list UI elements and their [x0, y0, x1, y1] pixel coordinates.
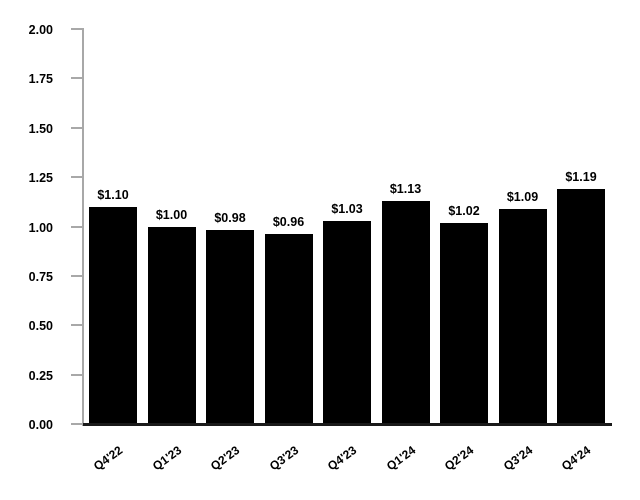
y-tick-mark	[71, 77, 82, 80]
y-tick-label: 1.50	[28, 121, 53, 136]
x-axis-baseline	[83, 423, 612, 426]
y-tick-label: 1.25	[28, 171, 53, 186]
y-tick-label: 1.75	[28, 72, 53, 87]
bar	[264, 234, 313, 423]
y-tick-label: 0.75	[28, 269, 53, 284]
bar-value-label: $1.03	[331, 201, 363, 216]
bar	[440, 222, 488, 423]
y-tick-label: 0.50	[28, 319, 53, 334]
bar-value-label: $1.00	[155, 207, 188, 222]
x-tick-label: Q2'23	[207, 443, 243, 474]
y-tick-mark	[71, 28, 82, 30]
x-tick-label: Q4'24	[558, 443, 594, 474]
x-tick-label: Q1'23	[149, 443, 184, 474]
bar	[557, 188, 605, 423]
y-tick-mark	[71, 324, 82, 327]
bar-value-label: $1.19	[565, 169, 597, 184]
y-tick-label: 0.25	[28, 368, 53, 383]
y-tick-mark	[71, 274, 82, 277]
bar-value-label: $1.02	[448, 203, 480, 218]
bar-value-label: $0.96	[272, 215, 305, 230]
x-tick-label: Q1'24	[383, 443, 418, 474]
y-tick-mark	[71, 373, 82, 376]
x-tick-label: Q2'24	[441, 443, 477, 474]
x-tick-label: Q3'23	[266, 443, 301, 474]
y-tick-label: 1.00	[28, 220, 53, 235]
y-tick-label: 2.00	[28, 23, 53, 37]
x-tick-label: Q4'22	[90, 443, 126, 474]
y-tick-label: 0.00	[28, 418, 53, 432]
y-tick-mark	[71, 126, 82, 129]
bar-value-label: $0.98	[214, 211, 246, 226]
bar	[323, 220, 371, 423]
y-tick-mark	[71, 176, 82, 179]
x-tick-label: Q3'24	[500, 443, 535, 474]
bar-value-label: $1.10	[97, 187, 129, 202]
bar	[381, 200, 430, 423]
bar-value-label: $1.09	[506, 189, 539, 204]
bar	[147, 226, 196, 423]
bar	[89, 206, 137, 423]
x-tick-label: Q4'23	[324, 443, 360, 474]
bar	[206, 230, 254, 423]
y-tick-mark	[71, 423, 82, 425]
bar	[498, 208, 547, 423]
bar-value-label: $1.13	[389, 181, 422, 196]
y-axis-spine	[82, 28, 84, 426]
y-tick-mark	[71, 225, 82, 228]
